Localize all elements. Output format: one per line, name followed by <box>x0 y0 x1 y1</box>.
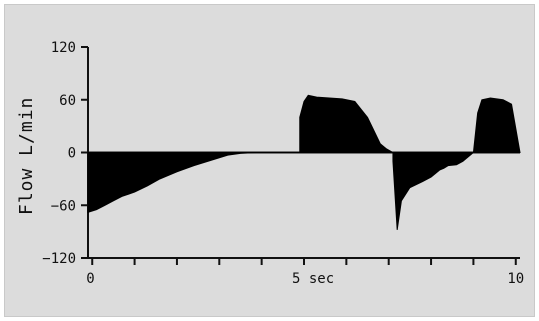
y-tick-label: −120 <box>42 251 76 267</box>
x-tick-label: 0 <box>86 271 94 287</box>
y-tick-label: 0 <box>68 146 76 162</box>
x-tick-label: 5 sec <box>292 271 334 287</box>
x-axis: 0 5 sec 10 <box>86 257 524 287</box>
x-tick-label: 10 <box>507 271 524 287</box>
y-tick-label: 60 <box>59 93 76 109</box>
flow-area <box>87 94 521 230</box>
y-tick-label: −60 <box>51 198 76 214</box>
y-axis-label: Flow L/min <box>16 97 37 215</box>
y-axis: 120 60 0 −60 −120 <box>42 40 89 267</box>
flow-series-area <box>87 94 521 230</box>
y-tick-label: 120 <box>51 40 76 56</box>
